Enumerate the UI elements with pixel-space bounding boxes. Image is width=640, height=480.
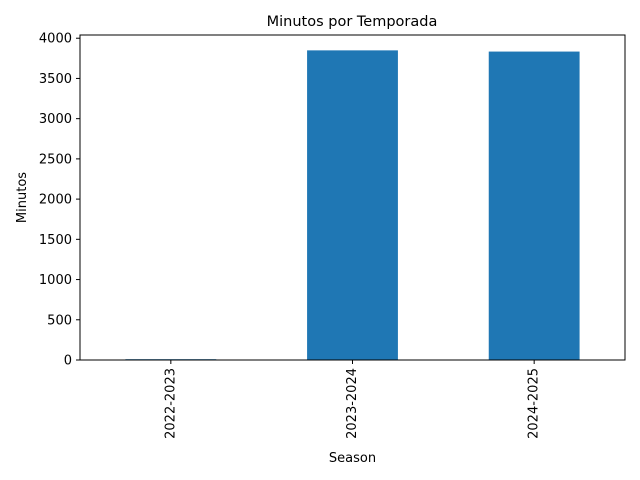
- plot-frame: [79, 34, 626, 361]
- plot-area: 0 500 1000 1500 2000 2500 3000 3500 4000 2022-20…: [39, 32, 626, 439]
- y-tick-label: 1000: [39, 273, 72, 288]
- y-axis-label: Minutos: [15, 172, 30, 223]
- y-tick-label: 2000: [39, 193, 72, 208]
- y-tick-label: 1500: [39, 233, 72, 248]
- x-tick-label: 2024-2025: [527, 368, 542, 439]
- x-tick-label: 2023-2024: [345, 368, 360, 439]
- x-axis-label: Season: [329, 451, 376, 466]
- chart-title: Minutos por Temporada: [267, 14, 438, 30]
- bars-group: [125, 50, 580, 361]
- y-tick-label: 500: [47, 313, 72, 328]
- y-axis: 0 500 1000 1500 2000 2500 3000 3500 4000: [39, 32, 80, 369]
- x-axis: 2022-2023 2023-2024 2024-2025: [163, 360, 542, 439]
- y-tick-label: 2500: [39, 152, 72, 167]
- x-tick-label: 2022-2023: [163, 368, 178, 439]
- y-tick-label: 4000: [39, 32, 72, 47]
- bar-2023-2024: [307, 50, 398, 360]
- bar-2024-2025: [488, 51, 580, 361]
- y-tick-label: 3000: [39, 112, 72, 127]
- y-tick-label: 0: [64, 354, 72, 369]
- y-tick-label: 3500: [39, 72, 72, 87]
